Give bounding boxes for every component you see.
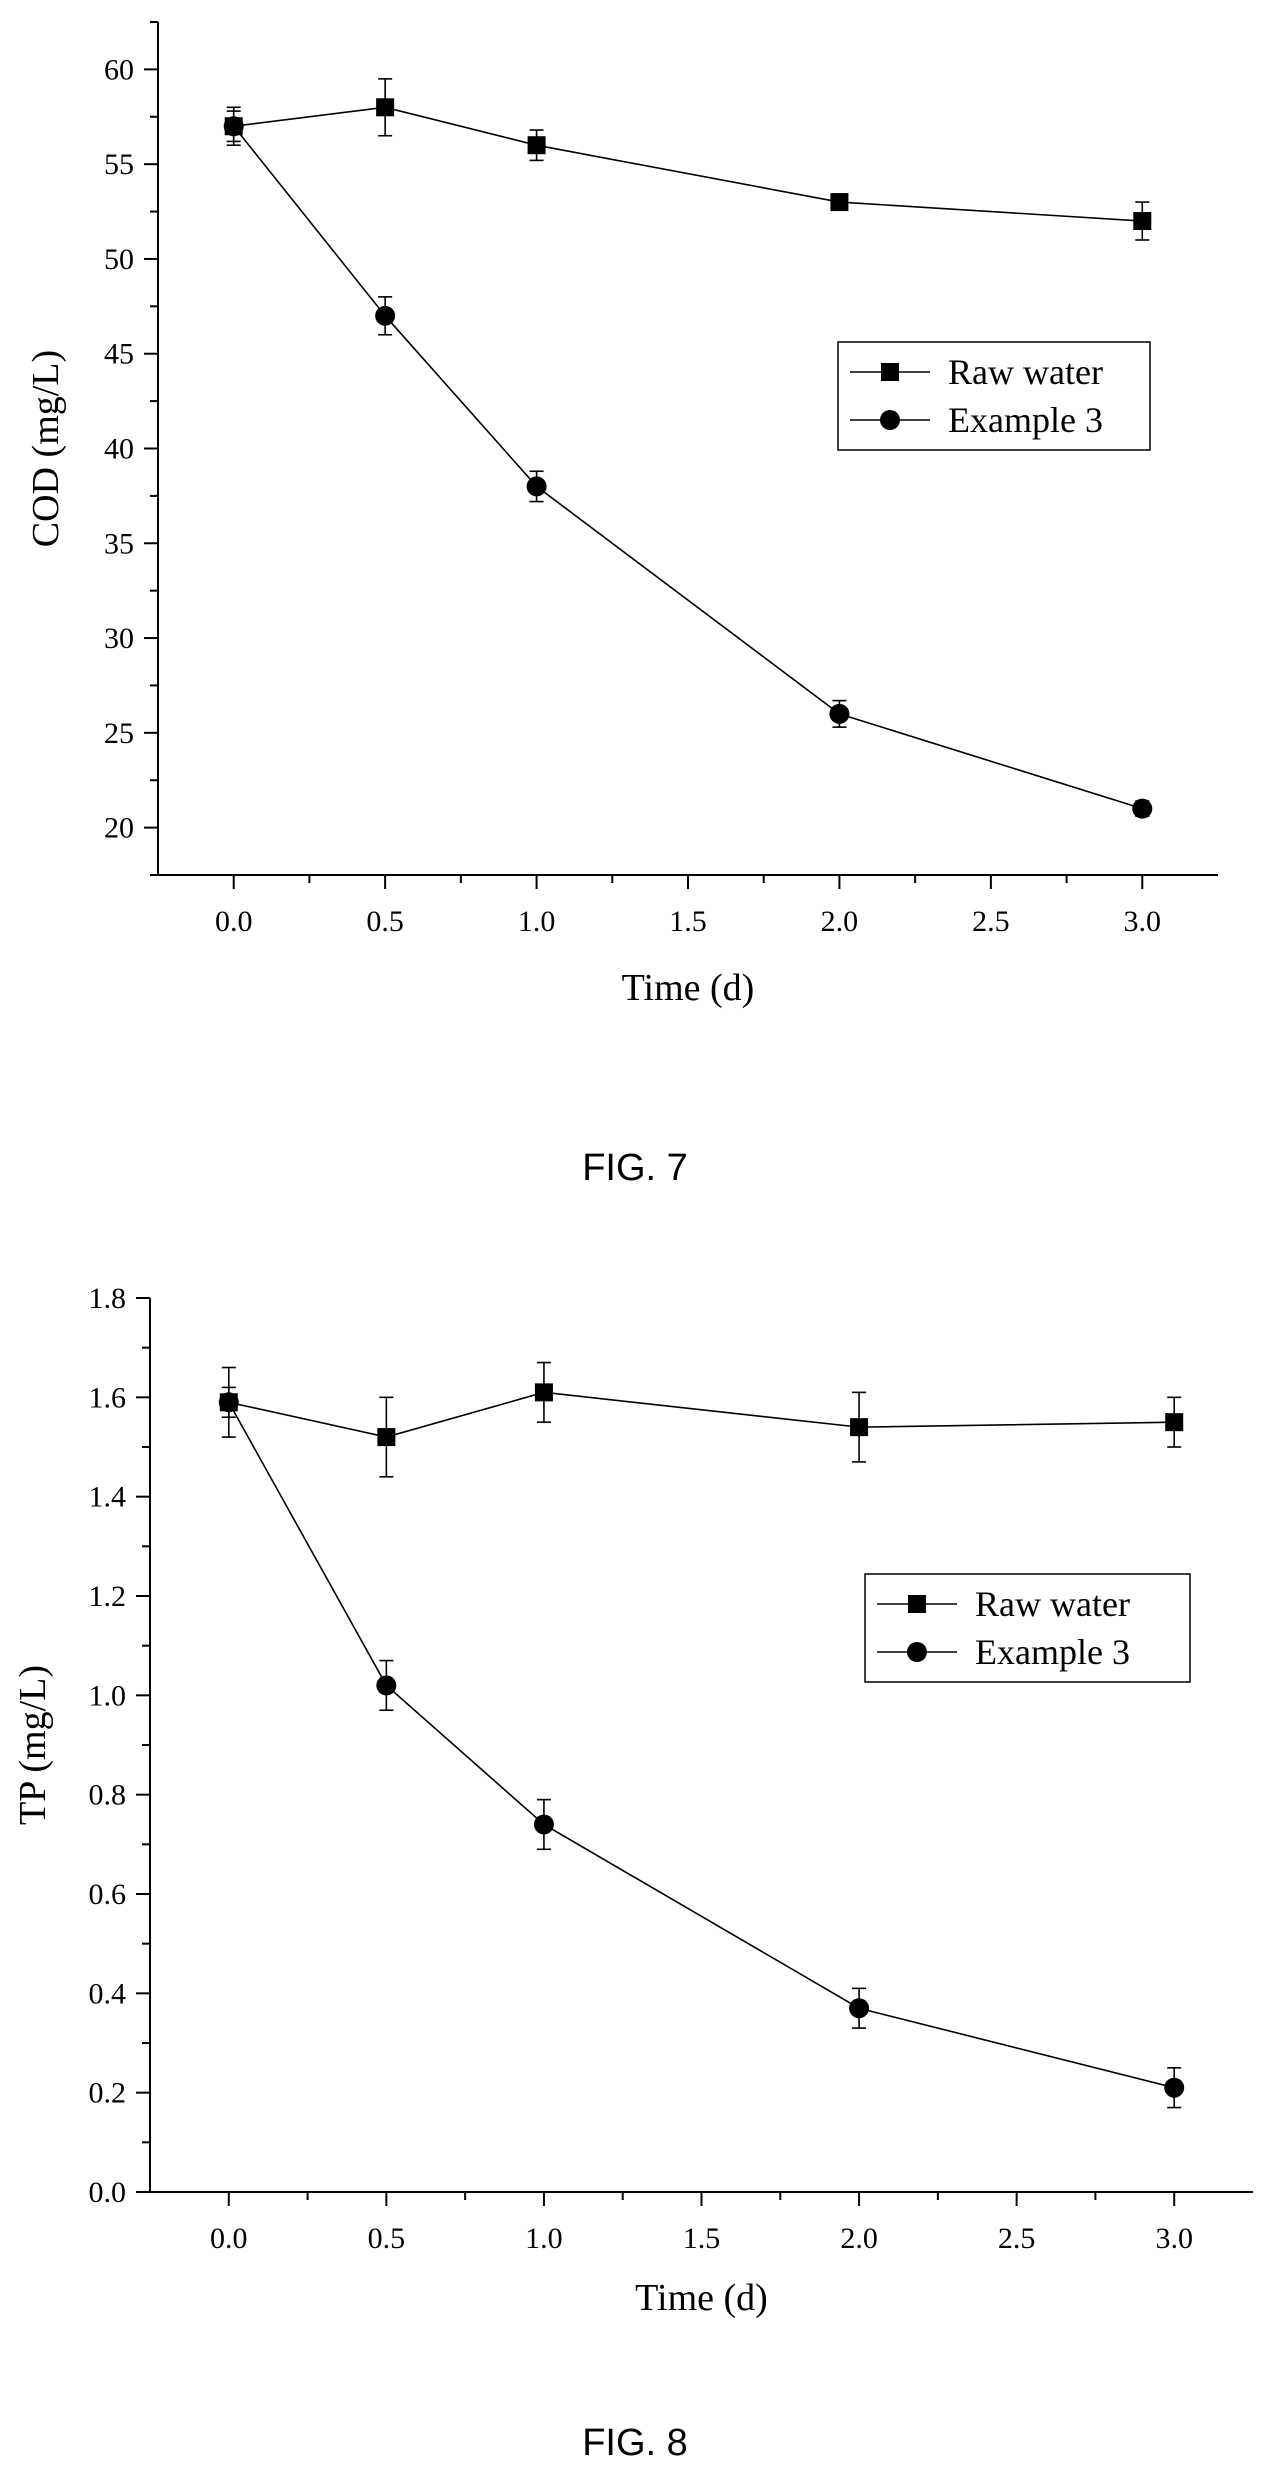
- y-tick-label: 35: [104, 527, 134, 560]
- legend-label: Example 3: [948, 400, 1103, 440]
- x-tick-label: 1.5: [683, 2222, 721, 2255]
- series-line: [233, 125, 1143, 810]
- y-tick-label: 0.8: [89, 1779, 127, 1812]
- series-line: [233, 106, 1143, 222]
- y-tick-label: 1.2: [89, 1580, 127, 1613]
- series-circle: [218, 1386, 1185, 2109]
- data-point-square: [1133, 212, 1152, 231]
- y-tick-label: 1.0: [89, 1679, 127, 1712]
- data-point-circle: [829, 703, 850, 724]
- legend-box: [864, 1573, 1191, 1683]
- y-tick-label: 55: [104, 148, 134, 181]
- caption-fig8: FIG. 8: [582, 2422, 688, 2464]
- data-point-square: [377, 1428, 396, 1447]
- data-point-circle: [526, 476, 547, 497]
- x-tick-label: 2.0: [821, 905, 859, 938]
- legend: Raw water Example 3: [837, 341, 1151, 451]
- x-tick-label: 0.0: [215, 905, 253, 938]
- legend-label: Raw water: [975, 1584, 1130, 1624]
- y-tick-label: 0.6: [89, 1878, 127, 1911]
- x-tick-label: 1.5: [669, 905, 707, 938]
- x-tick-label: 3.0: [1155, 2222, 1193, 2255]
- legend-marker-circle: [880, 410, 900, 430]
- y-tick-label: 50: [104, 243, 134, 276]
- data-point-square: [376, 98, 395, 117]
- data-point-square: [534, 1383, 553, 1402]
- x-tick-label: 2.5: [972, 905, 1010, 938]
- legend-marker-square: [881, 363, 899, 381]
- y-tick-label: 60: [104, 53, 134, 86]
- y-tick-label: 40: [104, 433, 134, 466]
- y-tick-label: 0.2: [89, 2077, 127, 2110]
- legend-label: Raw water: [948, 352, 1103, 392]
- data-point-circle: [1132, 798, 1153, 819]
- data-point-circle: [376, 1675, 397, 1696]
- x-tick-label: 1.0: [518, 905, 556, 938]
- legend-marker-square: [908, 1595, 926, 1613]
- caption-fig7: FIG. 7: [582, 1147, 688, 1189]
- y-tick-label: 25: [104, 717, 134, 750]
- y-tick-label: 20: [104, 812, 134, 845]
- x-tick-label: 3.0: [1124, 905, 1162, 938]
- legend-box: [837, 341, 1151, 451]
- x-tick-label: 2.5: [998, 2222, 1036, 2255]
- data-point-circle: [533, 1814, 554, 1835]
- y-tick-label: 1.6: [89, 1381, 127, 1414]
- x-tick-label: 0.0: [210, 2222, 248, 2255]
- data-point-square: [830, 193, 849, 212]
- legend: Raw water Example 3: [864, 1573, 1191, 1683]
- data-point-circle: [1164, 2077, 1185, 2098]
- series-square: [219, 1361, 1184, 1478]
- legend-marker-circle: [907, 1642, 927, 1662]
- y-tick-label: 30: [104, 622, 134, 655]
- y-tick-label: 1.8: [89, 1282, 127, 1315]
- y-axis-title: COD (mg/L): [25, 350, 67, 547]
- x-tick-label: 1.0: [525, 2222, 563, 2255]
- data-point-circle: [218, 1392, 239, 1413]
- data-point-circle: [375, 305, 396, 326]
- y-tick-label: 45: [104, 338, 134, 371]
- chart-fig8: 0.0 0.5 1.0 1.5 2.0 2.5 3.0 0.0 0.2 0.4 0.6 0.8 1.0 1…: [12, 1282, 1253, 2319]
- data-point-circle: [223, 116, 244, 137]
- data-point-square: [527, 136, 546, 155]
- x-tick-label: 2.0: [840, 2222, 878, 2255]
- data-point-circle: [849, 1998, 870, 2019]
- legend-label: Example 3: [975, 1632, 1130, 1672]
- y-tick-label: 0.0: [89, 2176, 127, 2209]
- series-line: [228, 1401, 1175, 2089]
- x-axis-title: Time (d): [622, 967, 755, 1009]
- y-tick-label: 0.4: [89, 1977, 127, 2010]
- y-tick-label: 1.4: [89, 1481, 127, 1514]
- y-axis-title: TP (mg/L): [12, 1665, 54, 1825]
- x-axis-title: Time (d): [635, 2277, 768, 2319]
- data-point-square: [1165, 1413, 1184, 1432]
- series-square: [224, 78, 1152, 241]
- x-tick-label: 0.5: [368, 2222, 406, 2255]
- x-tick-label: 0.5: [366, 905, 404, 938]
- series-circle: [223, 110, 1153, 819]
- chart-fig7: 0.0 0.5 1.0 1.5 2.0 2.5 3.0 20 25 30 35 40 45 50 55 60 T…: [25, 21, 1218, 1009]
- series-line: [228, 1391, 1175, 1438]
- data-point-square: [850, 1418, 869, 1437]
